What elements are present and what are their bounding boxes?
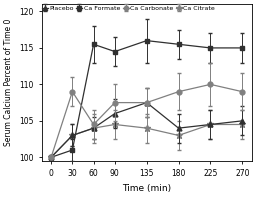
Y-axis label: Serum Calcium Percent of Time 0: Serum Calcium Percent of Time 0 <box>4 19 13 146</box>
X-axis label: Time (min): Time (min) <box>122 184 171 193</box>
Legend: Placebo, Ca Formate, Ca Carbonate, Ca Citrate: Placebo, Ca Formate, Ca Carbonate, Ca Ci… <box>40 4 216 12</box>
